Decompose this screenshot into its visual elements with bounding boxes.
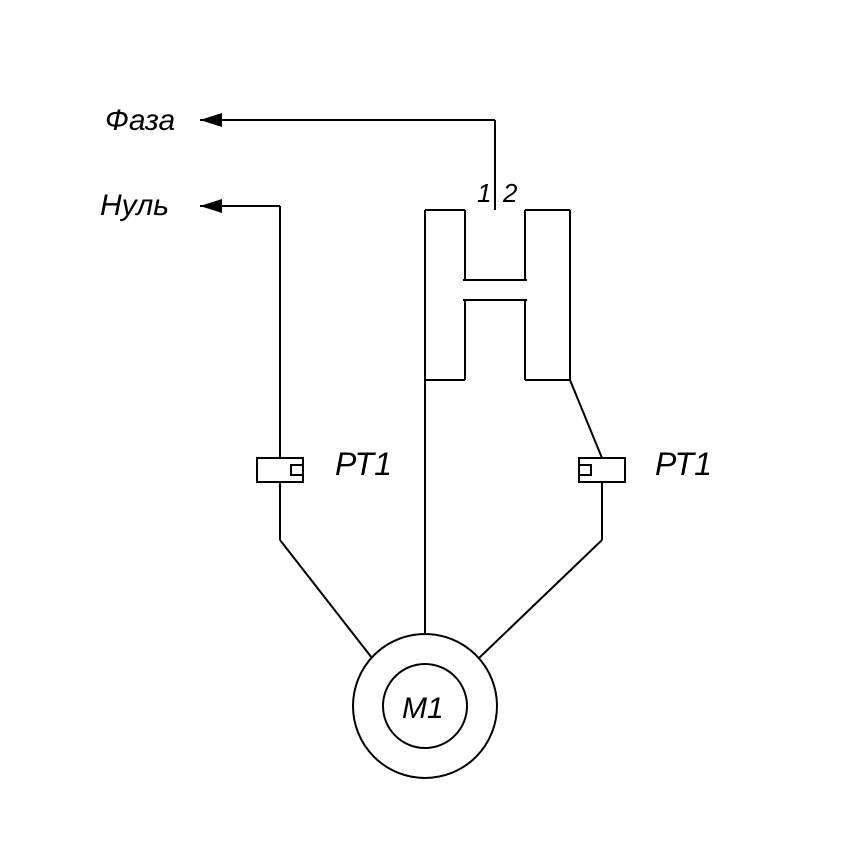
wire-relay_left_diag [280, 540, 372, 658]
label-pt1_left: РТ1 [335, 446, 392, 482]
label-null: Нуль [100, 189, 169, 222]
wire-relay_right_diag [479, 540, 602, 658]
label-terminal_1: 1 [477, 178, 491, 208]
label-motor: М1 [402, 692, 444, 725]
relay-pt1-left-notch [291, 465, 303, 475]
label-phase: Фаза [105, 104, 175, 137]
label-terminal_2: 2 [502, 178, 518, 208]
relay-pt1-left-body [257, 458, 303, 482]
label-pt1_right: РТ1 [655, 446, 712, 482]
relay-pt1-right-notch [579, 465, 591, 475]
relay-pt1-right-body [579, 458, 625, 482]
wire-right_to_relay [570, 380, 602, 458]
phase-arrow-arrowhead [200, 113, 222, 127]
null-arrow-arrowhead [200, 199, 222, 213]
